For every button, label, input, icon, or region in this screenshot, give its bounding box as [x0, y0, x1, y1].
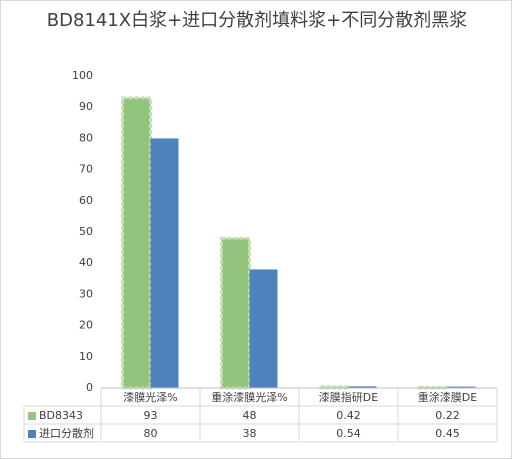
table-value: 48 — [243, 409, 257, 422]
legend-label: 进口分散剂 — [39, 426, 94, 440]
bar — [249, 269, 278, 388]
y-tick-label: 30 — [79, 287, 93, 300]
bar — [348, 386, 377, 388]
x-tick-label: 重涂漆膜DE — [418, 390, 477, 404]
legend-key — [28, 430, 36, 438]
y-tick-label: 90 — [79, 100, 93, 113]
y-tick-label: 10 — [79, 350, 93, 363]
table-value: 0.54 — [336, 427, 361, 440]
table-value: 38 — [243, 427, 257, 440]
bar — [150, 138, 179, 388]
table-value: 0.45 — [435, 427, 460, 440]
table-value: 0.42 — [336, 409, 361, 422]
y-tick-label: 20 — [79, 319, 93, 332]
bar — [447, 386, 476, 388]
x-tick-label: 漆膜指研DE — [319, 390, 378, 404]
table-value: 80 — [144, 427, 158, 440]
y-tick-label: 0 — [86, 381, 93, 394]
y-tick-label: 100 — [72, 69, 93, 82]
bar — [121, 96, 152, 390]
y-tick-label: 40 — [79, 256, 93, 269]
y-tick-label: 80 — [79, 131, 93, 144]
table-value: 93 — [144, 409, 158, 422]
x-tick-label: 重涂漆膜光泽% — [211, 390, 287, 404]
y-tick-label: 60 — [79, 194, 93, 207]
y-tick-label: 50 — [79, 225, 93, 238]
legend-key — [28, 412, 36, 420]
legend-label: BD8343 — [39, 409, 83, 422]
chart-title: BD8141X白浆+进口分散剂填料浆+不同分散剂黑浆 — [46, 10, 468, 31]
bar — [220, 236, 251, 390]
table-value: 0.22 — [435, 409, 460, 422]
x-tick-label: 漆膜光泽% — [123, 390, 177, 404]
y-tick-label: 70 — [79, 163, 93, 176]
